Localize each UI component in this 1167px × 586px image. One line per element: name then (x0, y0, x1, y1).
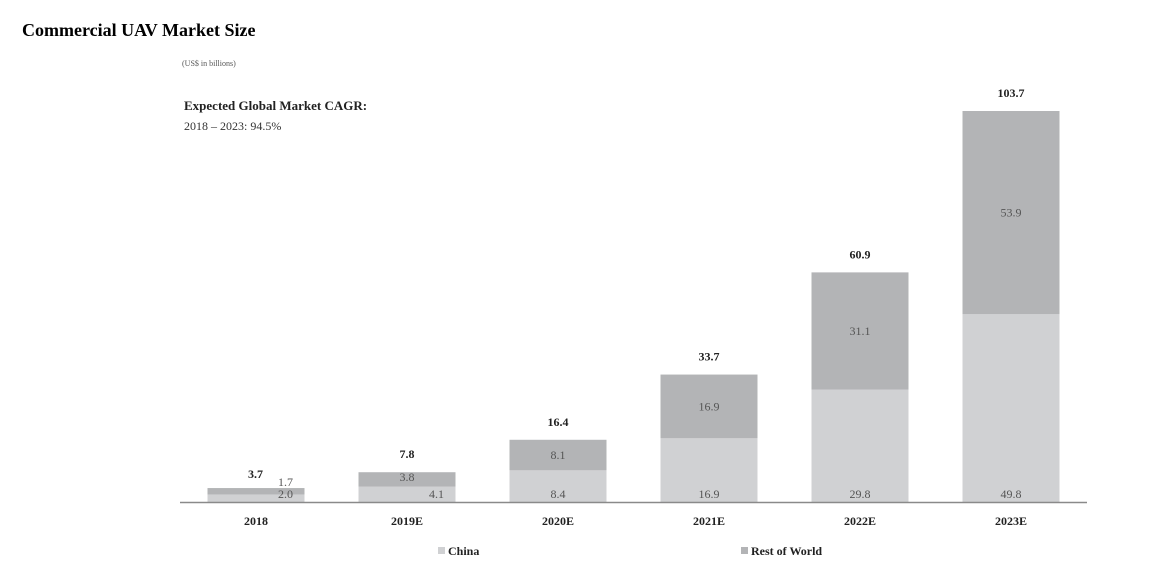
legend-swatch (438, 547, 445, 554)
bar-segment-rest-of-world (207, 488, 305, 495)
page-title: Commercial UAV Market Size (22, 20, 256, 40)
unit-label: (US$ in billions) (182, 59, 236, 68)
legend-swatch (741, 547, 748, 554)
bar-segment-china (811, 389, 909, 502)
x-tick-label: 2020E (542, 514, 574, 528)
data-label-total: 7.8 (400, 447, 415, 461)
data-label-total: 103.7 (998, 86, 1025, 100)
bar-segment-china (509, 470, 607, 502)
data-label-rest-of-world: 8.1 (551, 448, 566, 462)
data-label-rest-of-world: 3.8 (400, 470, 415, 484)
data-label-rest-of-world: 31.1 (850, 324, 871, 338)
legend-label: China (448, 544, 479, 558)
x-tick-label: 2019E (391, 514, 423, 528)
data-label-total: 16.4 (548, 415, 569, 429)
data-label-rest-of-world: 53.9 (1001, 206, 1022, 220)
cagr-value: 2018 – 2023: 94.5% (184, 119, 281, 133)
legend-label: Rest of World (751, 544, 822, 558)
cagr-title: Expected Global Market CAGR: (184, 98, 367, 113)
bars-group: 2.01.7 3.7 4.1 3.8 7.8 8.4 8.1 16.4 16.9 16.9 33.7… (207, 86, 1060, 502)
x-tick-label: 2023E (995, 514, 1027, 528)
bar-segment-china (962, 314, 1060, 502)
x-tick-label: 2022E (844, 514, 876, 528)
bar-segment-china (207, 494, 305, 502)
x-tick-labels: 2018 2019E 2020E 2021E 2022E 2023E (244, 514, 1027, 528)
data-label-rest-of-world: 16.9 (699, 399, 720, 413)
bar-segment-rest-of-world (811, 272, 909, 390)
data-label-total: 33.7 (699, 350, 720, 364)
x-tick-label: 2018 (244, 514, 268, 528)
x-tick-label: 2021E (693, 514, 725, 528)
data-label-rest-of-world: 1.7 (278, 475, 293, 489)
data-label-total: 60.9 (850, 247, 871, 261)
bar-segment-rest-of-world (509, 439, 607, 471)
data-label-total: 3.7 (248, 467, 263, 481)
bar-segment-rest-of-world (358, 472, 456, 487)
legend: China Rest of World (438, 544, 822, 558)
bar-segment-china (358, 486, 456, 502)
data-label-china: 2.0 (278, 487, 293, 501)
bar-segment-rest-of-world (962, 111, 1060, 315)
bar-segment-rest-of-world (660, 374, 758, 439)
data-label-china: 49.8 (1001, 487, 1022, 501)
data-label-china: 29.8 (850, 487, 871, 501)
data-label-china: 8.4 (551, 487, 566, 501)
data-label-china: 4.1 (429, 487, 444, 501)
data-label-china: 16.9 (699, 487, 720, 501)
bar-segment-china (660, 438, 758, 502)
